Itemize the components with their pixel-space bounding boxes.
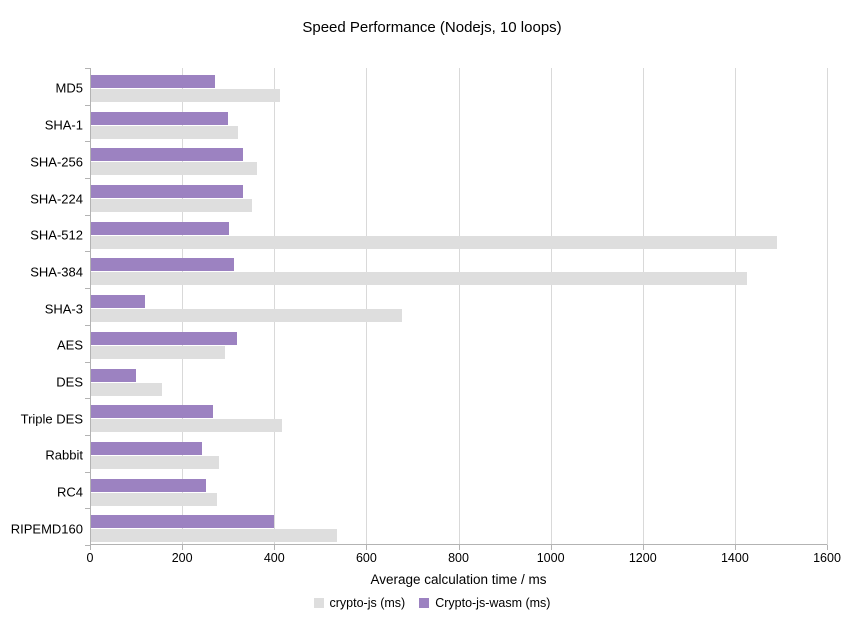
x-tick-label: 1400 (720, 551, 749, 565)
legend-item-crypto-js: crypto-js (ms) (313, 596, 406, 610)
category-label: SHA-3 (44, 301, 83, 317)
bar-crypto-js (91, 309, 402, 323)
bar-crypto-js (91, 419, 283, 433)
x-tick-label: 0 (86, 551, 94, 565)
bar-crypto-js (91, 125, 239, 139)
bar-crypto-js-wasm (91, 515, 275, 529)
y-axis-tick (85, 508, 90, 509)
bar-crypto-js-wasm (91, 148, 243, 162)
x-axis-tick (551, 545, 552, 550)
x-tick-label: 200 (171, 551, 193, 565)
x-axis-line (90, 544, 827, 545)
gridline (182, 68, 184, 545)
y-axis-tick (85, 251, 90, 252)
x-axis-tick (827, 545, 828, 550)
x-axis-tick (643, 545, 644, 550)
bar-crypto-js (91, 455, 220, 469)
x-axis-tick (90, 545, 91, 550)
y-axis-tick (85, 288, 90, 289)
gridline (274, 68, 276, 545)
gridline (827, 68, 828, 545)
category-label: SHA-384 (30, 264, 83, 280)
legend-label: Crypto-js-wasm (ms) (435, 596, 551, 610)
gridline (642, 68, 644, 545)
bar-crypto-js (91, 88, 280, 102)
x-axis-title: Average calculation time / ms (370, 572, 547, 587)
chart-title: Speed Performance (Nodejs, 10 loops) (302, 19, 562, 36)
y-axis-tick (85, 398, 90, 399)
plot-area (85, 68, 828, 550)
legend-item-crypto-js-wasm: Crypto-js-wasm (ms) (419, 596, 550, 610)
category-label: Triple DES (20, 411, 83, 427)
bar-crypto-js (91, 382, 163, 396)
bar-crypto-js (91, 492, 218, 506)
y-axis-tick (85, 105, 90, 106)
y-axis-tick (85, 178, 90, 179)
bar-crypto-js (91, 345, 225, 359)
bar-crypto-js-wasm (91, 258, 234, 272)
gridline (458, 68, 460, 545)
bar-crypto-js (91, 235, 778, 249)
bar-crypto-js-wasm (91, 295, 146, 309)
bar-crypto-js (91, 529, 337, 543)
bar-crypto-js-wasm (91, 185, 243, 199)
x-axis-tick (735, 545, 736, 550)
y-axis-tick (85, 545, 90, 546)
category-label: DES (56, 374, 83, 390)
x-tick-label: 800 (448, 551, 469, 565)
x-axis-tick (182, 545, 183, 550)
category-label: SHA-256 (30, 154, 83, 170)
y-axis-tick (85, 141, 90, 142)
bar-crypto-js (91, 199, 253, 213)
legend-label: crypto-js (ms) (329, 596, 406, 610)
bar-crypto-js-wasm (91, 405, 214, 419)
gridline (550, 68, 552, 545)
x-tick-label: 1600 (813, 551, 841, 565)
category-label: SHA-1 (44, 117, 83, 133)
category-label: Rabbit (45, 447, 83, 463)
category-label: AES (56, 337, 83, 353)
gridline (734, 68, 736, 545)
category-label: SHA-512 (30, 227, 83, 243)
category-label: RC4 (56, 484, 83, 500)
x-axis-tick (274, 545, 275, 550)
chart-legend: crypto-js (ms) Crypto-js-wasm (ms) (0, 595, 864, 611)
x-axis-tick (459, 545, 460, 550)
x-axis-tick (366, 545, 367, 550)
bar-crypto-js-wasm (91, 478, 206, 492)
bar-crypto-js-wasm (91, 111, 228, 125)
legend-swatch (419, 598, 430, 608)
category-label: RIPEMD160 (10, 521, 83, 537)
x-tick-label: 1200 (628, 551, 657, 565)
gridline (366, 68, 368, 545)
y-axis-tick (85, 362, 90, 363)
x-tick-label: 600 (355, 551, 377, 565)
bar-crypto-js-wasm (91, 221, 230, 235)
x-tick-label: 1000 (536, 551, 565, 565)
bar-crypto-js (91, 272, 748, 286)
y-axis-tick (85, 472, 90, 473)
category-label: MD5 (55, 80, 83, 96)
y-axis-tick (85, 215, 90, 216)
bar-crypto-js-wasm (91, 74, 216, 88)
y-axis-tick (85, 68, 90, 69)
bar-crypto-js-wasm (91, 368, 137, 382)
bar-crypto-js (91, 162, 257, 176)
legend-swatch (313, 598, 324, 608)
y-axis-tick (85, 435, 90, 436)
y-axis-line (90, 68, 91, 545)
bar-crypto-js-wasm (91, 441, 203, 455)
category-label: SHA-224 (30, 191, 83, 207)
x-tick-label: 400 (263, 551, 285, 565)
y-axis-tick (85, 325, 90, 326)
bar-crypto-js-wasm (91, 331, 238, 345)
